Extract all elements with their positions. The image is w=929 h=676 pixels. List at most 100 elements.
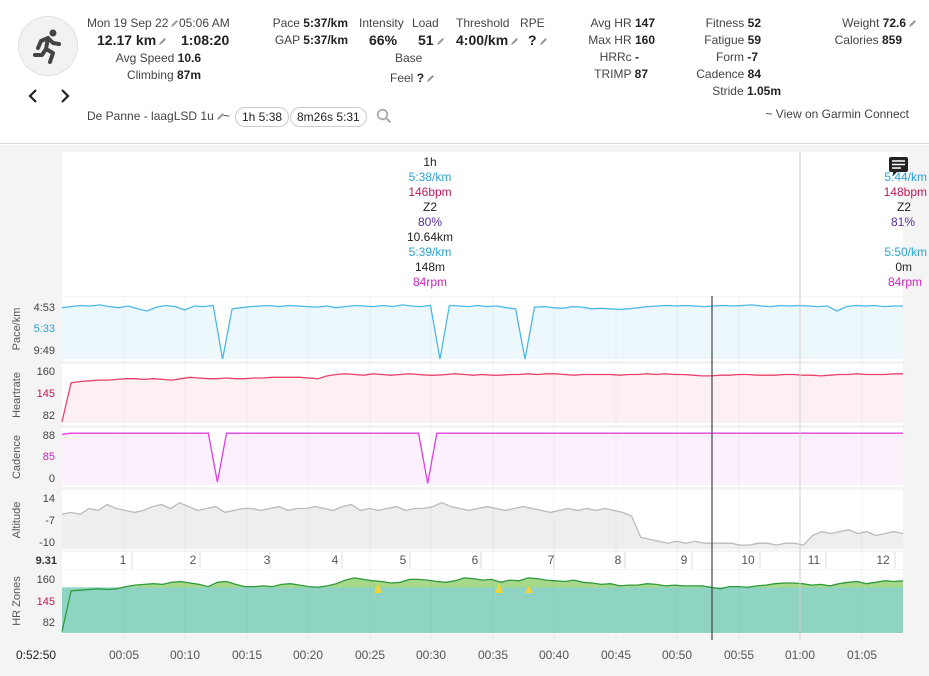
- rpe-value[interactable]: ?: [528, 32, 548, 48]
- search-icon[interactable]: [376, 108, 392, 124]
- pace-label: Pace: [272, 16, 300, 30]
- tooltip-distance: 10.64km: [407, 230, 453, 244]
- tooltip-altitude: 148m: [415, 260, 445, 274]
- zones-high-peak-2: [495, 583, 503, 593]
- zones-tick-top: 160: [37, 574, 55, 586]
- tooltip-panel-bg: [62, 152, 903, 296]
- selection-tilde: ~: [223, 109, 231, 123]
- edit-icon[interactable]: [426, 74, 435, 83]
- load-value[interactable]: 51: [418, 32, 445, 48]
- form-value: -7: [747, 50, 758, 64]
- cadence-stat: Cadence 84: [680, 67, 761, 81]
- feel-stat[interactable]: Feel ?: [390, 71, 435, 85]
- cadence-panel-bg: [62, 428, 903, 487]
- date-text: Mon 19 Sep 22: [87, 16, 169, 30]
- edit-icon[interactable]: [539, 37, 548, 46]
- km-lap-label: 12: [876, 553, 890, 567]
- panel-labels: Pace/km Heartrate Cadence Altitude HR Zo…: [11, 308, 23, 626]
- km-lap-label: 6: [472, 553, 479, 567]
- selection-pill-1[interactable]: 1h 5:38: [235, 107, 290, 127]
- load-number: 51: [418, 32, 434, 48]
- tooltip-right-hr: 148bpm: [884, 185, 927, 199]
- stride-value: 1.05m: [746, 84, 781, 98]
- pace-tick-top: 4:53: [34, 302, 55, 314]
- activity-duration: 1:08:20: [181, 32, 230, 48]
- time-tick-label: 00:55: [724, 648, 754, 662]
- zones-axis-label: HR Zones: [11, 576, 23, 626]
- heartrate-area: [62, 373, 903, 423]
- gap-label: GAP: [274, 33, 300, 47]
- calories-value: 859: [881, 33, 902, 47]
- activity-header: Mon 19 Sep 22 05:06 AM 12.17 km 1:08:20 …: [0, 0, 929, 144]
- time-tick-label: 00:10: [170, 648, 200, 662]
- hr-tick-top: 160: [37, 366, 55, 378]
- time-tick-label: 00:25: [355, 648, 385, 662]
- edit-icon[interactable]: [216, 112, 225, 121]
- trimp-value: 87: [634, 67, 648, 81]
- fitness-value: 52: [747, 16, 761, 30]
- zones-low-band: [62, 587, 903, 633]
- km-strip-bg: [62, 552, 903, 569]
- time-axis-ticks: 00:05 00:10 00:15 00:20 00:25 00:30 00:35 00:40…: [109, 296, 877, 662]
- time-tick-label: 00:30: [416, 648, 446, 662]
- km-lap-label: 7: [548, 553, 555, 567]
- pace-panel-bg: [62, 297, 903, 361]
- gap-value: 5:37/km: [303, 33, 348, 47]
- time-tick-label: 00:20: [293, 648, 323, 662]
- pace-line: [61, 304, 903, 360]
- km-lap-label: 2: [190, 553, 197, 567]
- edit-icon[interactable]: [170, 19, 179, 28]
- altitude-line: [61, 501, 904, 546]
- climbing-value: 87m: [176, 68, 201, 82]
- fatigue-value: 59: [747, 33, 761, 47]
- km-lap-label: 4: [332, 553, 339, 567]
- garmin-connect-link[interactable]: ~ View on Garmin Connect: [765, 107, 909, 121]
- zones-tick-bottom: 82: [43, 617, 55, 629]
- climbing-label: Climbing: [126, 68, 174, 82]
- edit-icon[interactable]: [158, 37, 167, 46]
- threshold-value[interactable]: 4:00/km: [456, 32, 519, 48]
- cadence-tick-bottom: 0: [49, 473, 55, 485]
- tooltip-right-gap: 5:50/km: [884, 245, 927, 259]
- activity-time: 05:06 AM: [179, 16, 230, 30]
- time-tick-label: 00:50: [662, 648, 692, 662]
- heartrate-line: [61, 373, 903, 422]
- activity-chart[interactable]: Pace/km Heartrate Cadence Altitude HR Zo…: [0, 145, 929, 676]
- activity-name-text: De Panne - laagLSD 1u: [87, 109, 214, 123]
- activity-name[interactable]: De Panne - laagLSD 1u: [87, 109, 225, 123]
- time-tick-label: 01:00: [785, 648, 815, 662]
- trimp-stat: TRIMP 87: [560, 67, 648, 81]
- edit-icon[interactable]: [908, 19, 917, 28]
- km-lap-label: 11: [808, 553, 821, 567]
- y-ticks: 4:53 5:33 9:49 160 145 82 88 85 0 14 -7 …: [34, 302, 57, 629]
- chart-svg[interactable]: Pace/km Heartrate Cadence Altitude HR Zo…: [0, 145, 929, 676]
- edit-icon[interactable]: [436, 37, 445, 46]
- altitude-panel-bg: [62, 490, 903, 550]
- time-tick-label: 00:40: [539, 648, 569, 662]
- weight-stat[interactable]: Weight 72.6: [800, 16, 917, 30]
- pace-area: [62, 304, 903, 359]
- intensity-label: Intensity: [359, 16, 404, 30]
- time-tick-label: 00:15: [232, 648, 262, 662]
- tooltip-right-cadence: 84rpm: [888, 275, 922, 289]
- trimp-label: TRIMP: [594, 67, 632, 81]
- activity-distance[interactable]: 12.17 km: [97, 32, 167, 48]
- tooltip-right-zone-pct: 81%: [891, 215, 915, 229]
- intensity-value: 66%: [369, 32, 398, 48]
- edit-icon[interactable]: [510, 37, 519, 46]
- altitude-axis-label: Altitude: [11, 502, 23, 539]
- threshold-number: 4:00/km: [456, 32, 509, 48]
- km-lap-markers: 1 2 3 4 5 6 7 8 9 10 11 12: [120, 552, 896, 569]
- activity-date[interactable]: Mon 19 Sep 22: [87, 16, 179, 30]
- notes-icon[interactable]: [889, 157, 908, 176]
- cadence-tick-top: 88: [43, 430, 55, 442]
- selection-pill-2[interactable]: 8m26s 5:31: [290, 107, 367, 127]
- previous-activity-icon[interactable]: [26, 88, 40, 104]
- load-label: Load: [412, 16, 439, 30]
- avg-hr-value: 147: [634, 16, 655, 30]
- hrrc-value: -: [635, 50, 639, 64]
- cadence-label: Cadence: [696, 67, 745, 81]
- fatigue-stat: Fatigue 59: [680, 33, 761, 47]
- hrrc-label: HRRc: [599, 50, 632, 64]
- next-activity-icon[interactable]: [58, 88, 72, 104]
